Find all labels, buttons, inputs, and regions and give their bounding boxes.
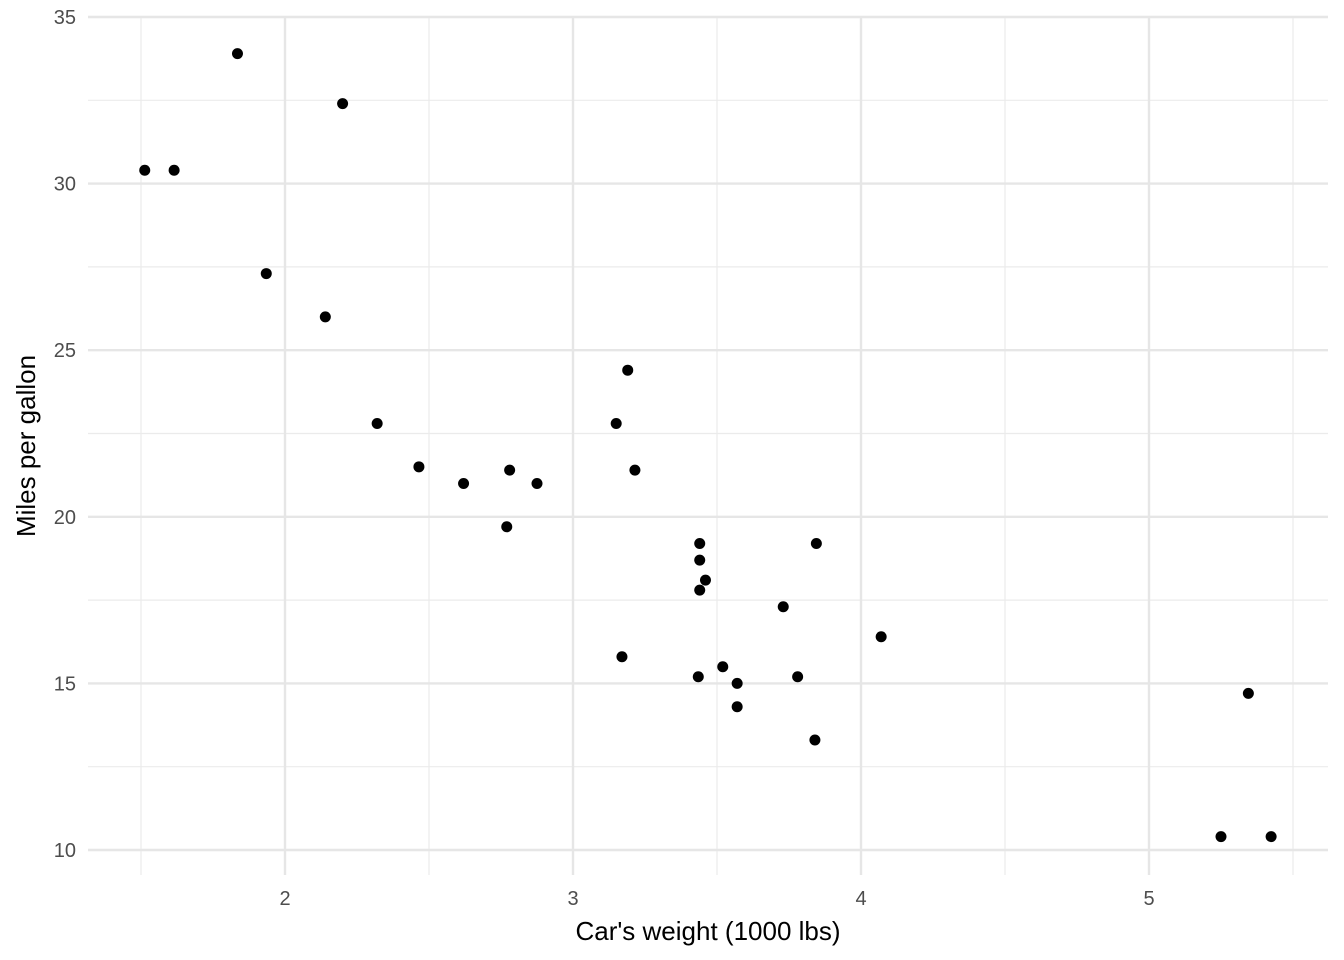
- data-point: [731, 701, 743, 713]
- minor-gridlines: [88, 17, 1328, 875]
- y-tick-label: 35: [54, 7, 76, 29]
- x-tick-label: 4: [855, 888, 866, 910]
- data-point: [699, 574, 711, 586]
- data-point: [694, 537, 706, 549]
- data-point: [504, 464, 516, 476]
- data-point: [792, 671, 804, 683]
- y-axis-ticks: 10 15 20 25 30 35: [54, 7, 76, 862]
- data-point: [694, 554, 706, 566]
- data-point: [717, 661, 729, 673]
- major-gridlines: [88, 15, 1328, 875]
- data-point: [694, 584, 706, 596]
- y-tick-label: 15: [54, 673, 76, 695]
- data-point: [260, 268, 272, 280]
- data-point: [168, 164, 180, 176]
- y-tick-label: 10: [54, 840, 76, 862]
- data-point: [875, 631, 887, 643]
- data-point: [337, 98, 349, 110]
- data-point: [139, 164, 151, 176]
- data-point: [531, 477, 543, 489]
- x-axis-label: Car's weight (1000 lbs): [575, 916, 840, 946]
- data-points: [139, 48, 1277, 843]
- y-tick-label: 25: [54, 340, 76, 362]
- x-tick-label: 2: [279, 888, 290, 910]
- y-tick-label: 20: [54, 507, 76, 529]
- data-point: [616, 651, 628, 663]
- data-point: [371, 418, 383, 430]
- data-point: [629, 464, 641, 476]
- data-point: [731, 677, 743, 689]
- data-point: [692, 671, 704, 683]
- x-tick-label: 5: [1143, 888, 1154, 910]
- x-tick-label: 3: [567, 888, 578, 910]
- x-axis-ticks: 2 3 4 5: [279, 888, 1154, 910]
- y-axis-label: Miles per gallon: [11, 355, 41, 537]
- data-point: [777, 601, 789, 613]
- data-point: [413, 461, 425, 473]
- data-point: [231, 48, 243, 60]
- data-point: [1265, 831, 1277, 843]
- data-point: [622, 364, 634, 376]
- data-point: [810, 537, 822, 549]
- data-point: [319, 311, 331, 323]
- data-point: [809, 734, 821, 746]
- data-point: [458, 477, 470, 489]
- data-point: [1215, 831, 1227, 843]
- data-point: [610, 418, 622, 430]
- y-tick-label: 30: [54, 174, 76, 196]
- data-point: [1242, 687, 1254, 699]
- data-point: [501, 521, 513, 533]
